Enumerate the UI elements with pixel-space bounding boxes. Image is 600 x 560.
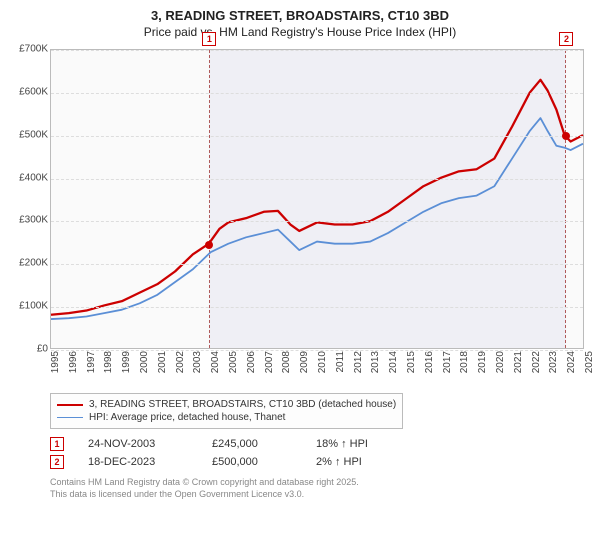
plot-area: £0£100K£200K£300K£400K£500K£600K£700K 12 <box>10 49 590 349</box>
series-line <box>51 80 583 315</box>
chart-footer: Contains HM Land Registry data © Crown c… <box>50 477 590 500</box>
sale-record-marker: 1 <box>50 437 64 451</box>
legend-label: HPI: Average price, detached house, Than… <box>89 412 285 423</box>
sale-record-row: 1 24-NOV-2003 £245,000 18% ↑ HPI <box>50 435 590 453</box>
chart-legend: 3, READING STREET, BROADSTAIRS, CT10 3BD… <box>50 393 403 429</box>
chart-container: £0£100K£200K£300K£400K£500K£600K£700K 12… <box>10 49 590 385</box>
sale-point-dot <box>562 132 570 140</box>
sale-record-row: 2 18-DEC-2023 £500,000 2% ↑ HPI <box>50 453 590 471</box>
sale-point-dot <box>205 241 213 249</box>
footer-line: This data is licensed under the Open Gov… <box>50 489 590 501</box>
series-line <box>51 118 583 319</box>
plot-inner: 12 <box>50 49 584 349</box>
legend-item: HPI: Average price, detached house, Than… <box>57 411 396 424</box>
y-tick-label: £700K <box>10 44 48 55</box>
y-tick-label: £200K <box>10 258 48 269</box>
y-tick-label: £300K <box>10 215 48 226</box>
chart-title: 3, READING STREET, BROADSTAIRS, CT10 3BD <box>10 8 590 23</box>
sale-record-price: £500,000 <box>212 456 292 468</box>
sale-point-marker: 2 <box>559 32 573 46</box>
x-tick-label: 2025 <box>584 351 600 373</box>
y-tick-label: £0 <box>10 344 48 355</box>
line-series-svg <box>51 50 583 348</box>
sale-record-price: £245,000 <box>212 438 292 450</box>
sale-record-date: 18-DEC-2023 <box>88 456 188 468</box>
chart-subtitle: Price paid vs. HM Land Registry's House … <box>10 25 590 39</box>
y-tick-label: £400K <box>10 172 48 183</box>
y-tick-label: £600K <box>10 86 48 97</box>
sale-point-marker: 1 <box>202 32 216 46</box>
x-axis-labels: 1995199619971998199920002001200220032004… <box>50 349 584 385</box>
y-tick-label: £100K <box>10 301 48 312</box>
sale-record-vs-hpi: 18% ↑ HPI <box>316 438 406 450</box>
sales-table: 1 24-NOV-2003 £245,000 18% ↑ HPI 2 18-DEC-202… <box>50 435 590 471</box>
sale-record-marker: 2 <box>50 455 64 469</box>
legend-swatch <box>57 417 83 418</box>
legend-label: 3, READING STREET, BROADSTAIRS, CT10 3BD… <box>89 399 396 410</box>
legend-swatch <box>57 404 83 406</box>
sale-record-vs-hpi: 2% ↑ HPI <box>316 456 406 468</box>
chart-title-block: 3, READING STREET, BROADSTAIRS, CT10 3BD… <box>0 0 600 45</box>
y-tick-label: £500K <box>10 129 48 140</box>
legend-item: 3, READING STREET, BROADSTAIRS, CT10 3BD… <box>57 398 396 411</box>
sale-record-date: 24-NOV-2003 <box>88 438 188 450</box>
footer-line: Contains HM Land Registry data © Crown c… <box>50 477 590 489</box>
